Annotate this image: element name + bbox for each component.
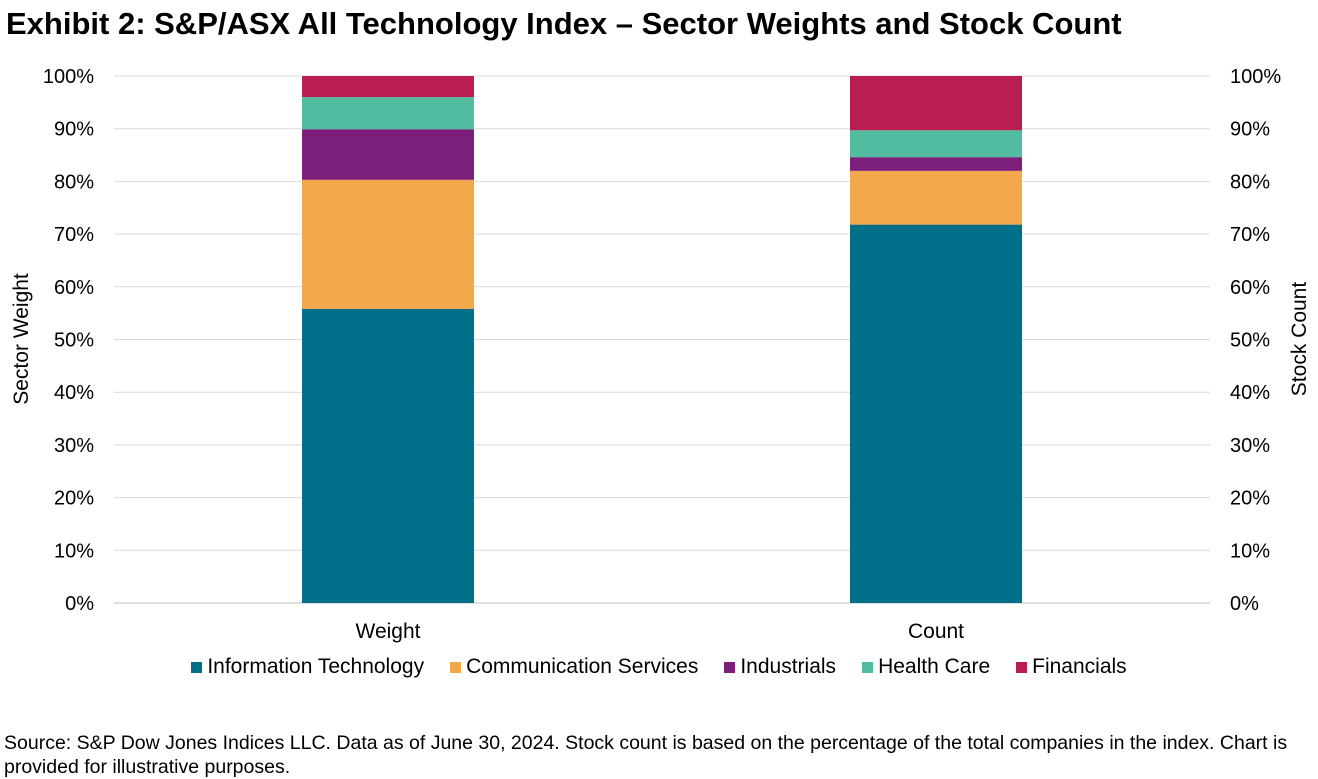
y-tick-label-left: 50% [54, 330, 94, 352]
legend-label: Health Care [878, 655, 991, 678]
legend-label: Communication Services [466, 655, 699, 678]
y-tick-label-right: 90% [1230, 119, 1270, 141]
y-axis-left-label: Sector Weight [10, 273, 33, 405]
y-tick-label-right: 40% [1230, 382, 1270, 404]
y-tick-label-left: 90% [54, 119, 94, 141]
y-axis-left-ticks: 0% 10% 20% 30% 40% 50% 60% 70% 80% 90% 100% [43, 66, 94, 615]
x-axis-ticks: Weight Count [356, 620, 965, 643]
y-tick-label-left: 100% [43, 66, 94, 88]
legend-label: Information Technology [207, 655, 425, 678]
source-note: Source: S&P Dow Jones Indices LLC. Data … [4, 732, 1288, 778]
chart-title: Exhibit 2: S&P/ASX All Technology Index … [6, 6, 1122, 41]
stacked-bar-chart: 0% 10% 20% 30% 40% 50% 60% 70% 80% 90% 100% 0% 10% 2… [10, 66, 1311, 643]
legend-item: Information Technology [191, 655, 424, 679]
y-tick-label-right: 0% [1230, 593, 1259, 615]
y-tick-label-left: 30% [54, 435, 94, 457]
y-tick-label-right: 30% [1230, 435, 1270, 457]
bar-segment-industrials [302, 129, 474, 180]
bar-segment-industrials [850, 157, 1022, 171]
bar-segment-financials [850, 76, 1022, 131]
y-tick-label-right: 70% [1230, 224, 1270, 246]
y-tick-label-right: 100% [1230, 66, 1281, 88]
y-axis-right-label: Stock Count [1288, 282, 1311, 397]
y-tick-label-left: 20% [54, 488, 94, 510]
bar-segment-communication-services [302, 179, 474, 309]
y-tick-label-right: 50% [1230, 330, 1270, 352]
x-tick-label: Weight [356, 620, 421, 643]
bar-segment-financials [302, 76, 474, 98]
legend-swatch [450, 661, 462, 673]
y-tick-label-left: 0% [65, 593, 94, 615]
y-tick-label-left: 10% [54, 540, 94, 562]
y-tick-label-left: 70% [54, 224, 94, 246]
y-tick-label-left: 40% [54, 382, 94, 404]
legend-label: Financials [1032, 655, 1127, 678]
legend-swatch [862, 661, 874, 673]
gridlines [114, 75, 1210, 604]
legend: Information Technology Communication Serv… [0, 655, 1318, 679]
y-tick-label-right: 20% [1230, 488, 1270, 510]
bar-segment-health-care [850, 130, 1022, 158]
y-tick-label-right: 60% [1230, 277, 1270, 299]
legend-item: Communication Services [450, 655, 698, 679]
y-tick-label-left: 80% [54, 171, 94, 193]
legend-item: Financials [1016, 655, 1127, 679]
y-axis-right-ticks: 0% 10% 20% 30% 40% 50% 60% 70% 80% 90% 100% [1230, 66, 1281, 615]
bars [302, 76, 1022, 603]
bar-segment-health-care [302, 97, 474, 130]
y-tick-label-right: 80% [1230, 171, 1270, 193]
x-tick-label: Count [908, 620, 964, 643]
legend-swatch [724, 661, 736, 673]
y-tick-label-right: 10% [1230, 540, 1270, 562]
y-tick-label-left: 60% [54, 277, 94, 299]
bar-segment-information-technology [302, 308, 474, 603]
bar-segment-communication-services [850, 170, 1022, 225]
legend-item: Industrials [724, 655, 836, 679]
legend-label: Industrials [740, 655, 837, 678]
legend-swatch [191, 661, 203, 673]
legend-item: Health Care [862, 655, 990, 679]
legend-swatch [1016, 661, 1028, 673]
bar-segment-information-technology [850, 224, 1022, 603]
